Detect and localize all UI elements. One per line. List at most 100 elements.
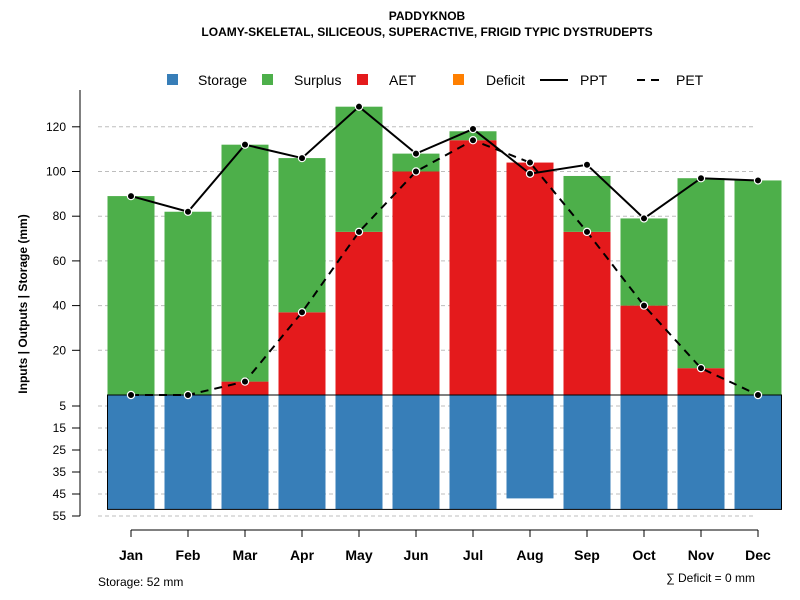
surplus-bar (677, 178, 725, 369)
surplus-bar (221, 144, 269, 382)
pet-line (131, 139, 759, 396)
ppt-point (582, 160, 592, 169)
pet-point (354, 227, 364, 237)
x-tick-label: Apr (290, 547, 315, 563)
ppt-point (639, 214, 649, 223)
storage-bar (164, 395, 212, 510)
legend-label: AET (389, 72, 417, 88)
aet-bar (506, 162, 554, 395)
pet-point (126, 390, 136, 400)
deficit-footnote: ∑ Deficit = 0 mm (666, 571, 755, 585)
x-tick-label: Jul (463, 547, 483, 563)
storage-bar (563, 395, 611, 510)
ppt-point (240, 140, 250, 149)
x-tick-label: Feb (176, 547, 201, 563)
y-tick-label: 45 (53, 487, 67, 501)
series-lines (126, 102, 763, 400)
y-axis-label: Inputs | Outputs | Storage (mm) (16, 214, 30, 393)
ppt-point (354, 102, 364, 111)
storage-bar (677, 395, 725, 510)
y-tick-label: 55 (53, 509, 67, 523)
aet-bar (392, 171, 440, 395)
legend-label: Storage (198, 72, 247, 88)
ppt-point (753, 176, 763, 185)
storage-footnote: Storage: 52 mm (98, 575, 183, 589)
y-tick-label: 20 (53, 343, 67, 357)
aet-bar (677, 368, 725, 395)
pet-point (183, 390, 193, 400)
storage-bar (620, 395, 668, 510)
surplus-bar (335, 106, 383, 232)
storage-bar (278, 395, 326, 510)
storage-bar (221, 395, 269, 510)
pet-point (582, 227, 592, 237)
legend-swatch (262, 74, 273, 85)
x-tick-label: Dec (745, 547, 771, 563)
surplus-bar (620, 218, 668, 306)
ppt-point (126, 191, 136, 201)
ppt-point (297, 153, 307, 163)
storage-bar (506, 395, 554, 499)
ppt-line (130, 105, 759, 220)
storage-bar (734, 395, 782, 510)
pet-point (297, 308, 307, 317)
pet-point (525, 158, 535, 167)
x-tick-label: Aug (516, 547, 543, 563)
surplus-bar (734, 180, 782, 395)
aet-bar (449, 140, 497, 395)
aet-bar (563, 231, 611, 395)
legend: Storage Surplus AET Deficit PPT PET (167, 72, 704, 88)
ppt-point (411, 149, 421, 158)
storage-bar (335, 395, 383, 510)
x-tick-label: Oct (632, 547, 656, 563)
y-tick-label: 100 (46, 165, 66, 179)
ppt-point (696, 174, 706, 183)
x-tick-label: Mar (233, 547, 258, 563)
y-tick-label: 15 (53, 421, 67, 435)
x-tick-label: Jan (119, 547, 143, 563)
legend-label: Deficit (486, 72, 525, 88)
surplus-bar (392, 153, 440, 172)
aet-bar (335, 231, 383, 395)
aet-bar (620, 305, 668, 395)
y-tick-label: 5 (59, 399, 66, 413)
pet-point (240, 377, 250, 386)
legend-label: Surplus (294, 72, 341, 88)
storage-bar (392, 395, 440, 510)
surplus-bar (278, 158, 326, 313)
legend-label: PET (676, 72, 704, 88)
pet-point (639, 301, 649, 310)
storage-bar (449, 395, 497, 510)
ppt-point (468, 124, 478, 134)
aet-bar (278, 312, 326, 395)
chart-subtitle: LOAMY-SKELETAL, SILICEOUS, SUPERACTIVE, … (201, 25, 652, 39)
ppt-point (525, 169, 535, 178)
y-tick-label: 25 (53, 443, 67, 457)
x-tick-label: May (345, 547, 372, 563)
x-tick-label: Nov (688, 547, 715, 563)
y-tick-label: 120 (46, 120, 66, 134)
pet-point (411, 167, 421, 176)
legend-label: PPT (580, 72, 608, 88)
legend-swatch (167, 74, 178, 85)
axes: 20 40 60 80 100 120 5 15 25 35 45 55 Jan Feb Mar Apr May… (46, 90, 771, 563)
bars (107, 106, 782, 510)
storage-bar (107, 395, 155, 510)
surplus-bar (107, 196, 155, 395)
surplus-bar (563, 175, 611, 232)
pet-point (468, 136, 478, 145)
surplus-bar (164, 211, 212, 395)
x-tick-label: Sep (574, 547, 600, 563)
pet-point (753, 390, 763, 400)
y-tick-label: 60 (53, 254, 67, 268)
y-tick-label: 40 (53, 299, 67, 313)
chart-title: PADDYKNOB (389, 9, 466, 23)
y-tick-label: 35 (53, 465, 67, 479)
ppt-point (183, 207, 193, 216)
legend-swatch (357, 74, 368, 85)
surplus-bar (449, 131, 497, 141)
pet-point (696, 363, 706, 373)
x-tick-label: Jun (404, 547, 429, 563)
legend-swatch (453, 74, 464, 85)
